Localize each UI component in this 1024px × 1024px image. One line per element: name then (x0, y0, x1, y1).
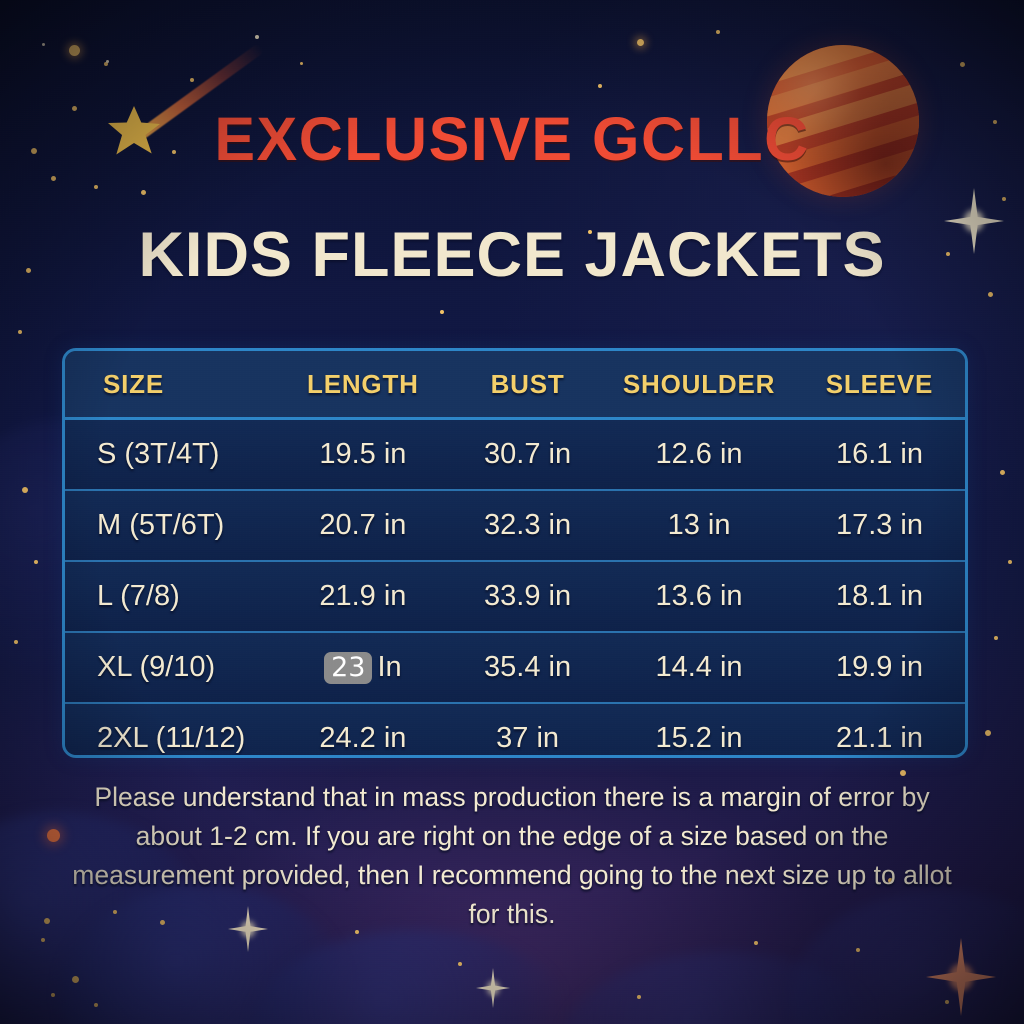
cell-bust: 33.9 in (451, 560, 605, 632)
cell-size: L (7/8) (65, 560, 275, 632)
cell-bust: 37 in (451, 702, 605, 755)
cell-size: 2XL (11/12) (65, 702, 275, 755)
four-point-sparkle-icon (476, 968, 510, 1008)
star-icon (988, 292, 993, 297)
star-icon (960, 62, 965, 67)
star-icon (1000, 470, 1005, 475)
poster-subtitle: EXCLUSIVE GCLLC (214, 105, 810, 173)
star-icon (69, 45, 80, 56)
cell-shoulder: 12.6 in (655, 438, 743, 470)
cell-size: S (3T/4T) (97, 438, 220, 470)
cell-length-unit: In (377, 650, 402, 683)
table-row: XL (9/10) 23 In 35.4 in 14.4 in 19.9 in (65, 631, 965, 703)
star-icon (440, 310, 444, 314)
cell-size: M (5T/6T) (65, 489, 275, 561)
star-icon (716, 30, 720, 34)
cell-sleeve: 19.9 in (793, 631, 965, 703)
star-icon (18, 330, 22, 334)
highlighted-value-chip[interactable]: 23 (324, 651, 373, 685)
column-header-bust: BUST (451, 351, 605, 420)
cell-sleeve: 18.1 in (793, 560, 965, 632)
star-icon (637, 995, 641, 999)
star-icon (72, 976, 79, 983)
page-title: KIDS FLEECE JACKETS (138, 220, 886, 290)
star-icon (41, 938, 45, 942)
star-icon (300, 62, 303, 65)
cell-length: 20.7 in (274, 489, 452, 561)
star-icon (1008, 560, 1012, 564)
star-icon (34, 560, 38, 564)
star-icon (42, 43, 45, 46)
star-icon (94, 185, 98, 189)
star-icon (900, 770, 906, 776)
star-icon (255, 35, 259, 39)
table-row: 2XL (11/12) 24.2 in 37 in 15.2 in 21.1 i… (65, 702, 965, 755)
cell-length-edited[interactable]: 23 In (274, 631, 452, 703)
cell-length: 21.9 in (274, 560, 452, 632)
cell-bust: 32.3 in (451, 489, 605, 561)
cell-length: 24.2 in (274, 702, 452, 755)
cell-shoulder: 14.4 in (604, 631, 794, 703)
star-icon (141, 190, 146, 195)
table-row: M (5T/6T) 20.7 in 32.3 in 13 in 17.3 in (65, 489, 965, 561)
table-header-row: SIZE LENGTH BUST SHOULDER SLEEVE (65, 351, 965, 420)
table-row: L (7/8) 21.9 in 33.9 in 13.6 in 18.1 in (65, 560, 965, 632)
star-icon (94, 1003, 98, 1007)
table-row: S (3T/4T) 19.5 in 30.7 in 12.6 in 16.1 i… (65, 418, 965, 490)
star-icon (22, 487, 28, 493)
star-icon (994, 636, 998, 640)
star-icon (47, 829, 60, 842)
cell-size: XL (9/10) (65, 631, 275, 703)
star-icon (44, 918, 50, 924)
star-icon (51, 993, 55, 997)
star-icon (985, 730, 991, 736)
cell-shoulder: 15.2 in (604, 702, 794, 755)
cell-sleeve: 16.1 in (835, 438, 924, 470)
star-icon (598, 84, 602, 88)
star-icon (51, 176, 56, 181)
star-icon (856, 948, 860, 952)
cell-shoulder: 13 in (604, 489, 794, 561)
cell-length: 19.5 in (319, 438, 407, 470)
column-header-sleeve: SLEEVE (793, 351, 965, 420)
cell-shoulder: 13.6 in (604, 560, 794, 632)
cell-sleeve: 21.1 in (793, 702, 965, 755)
disclaimer-note: Please understand that in mass productio… (72, 782, 952, 929)
star-icon (458, 962, 462, 966)
four-point-sparkle-icon (926, 938, 996, 1016)
cell-sleeve: 17.3 in (793, 489, 965, 561)
star-icon (14, 640, 18, 644)
column-header-size: SIZE (65, 351, 275, 420)
column-header-shoulder: SHOULDER (604, 351, 794, 420)
cell-bust: 30.7 in (484, 438, 572, 470)
column-header-length: LENGTH (274, 351, 452, 420)
cell-bust: 35.4 in (451, 631, 605, 703)
star-icon (637, 39, 644, 46)
star-icon (754, 941, 758, 945)
size-chart-table: SIZE LENGTH BUST SHOULDER SLEEVE S (3T/4… (62, 348, 968, 758)
